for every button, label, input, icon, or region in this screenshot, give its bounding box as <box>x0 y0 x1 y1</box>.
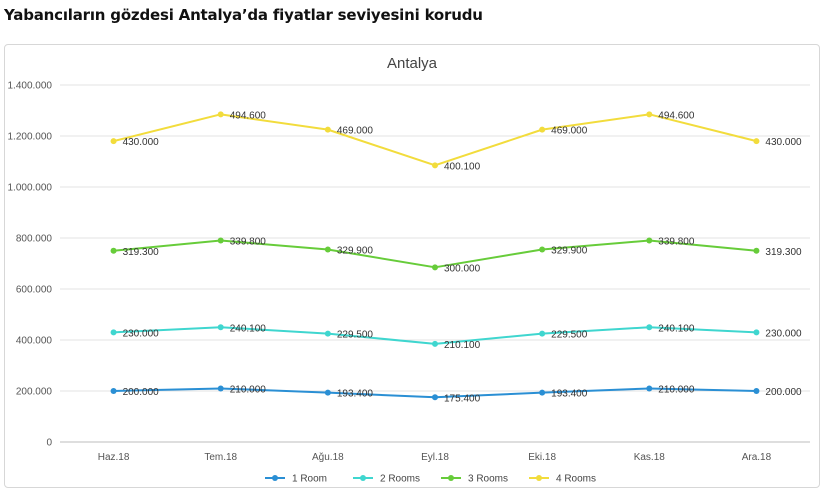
legend-item: 1 Room <box>265 474 327 485</box>
series-line <box>113 113 757 167</box>
legend-label: 3 Rooms <box>468 474 508 485</box>
data-label: 300.000 <box>444 263 481 274</box>
data-point <box>753 388 760 394</box>
data-point <box>753 138 760 145</box>
data-point <box>217 111 224 118</box>
data-point <box>432 394 438 401</box>
data-point <box>539 126 546 133</box>
legend-swatch-dot <box>272 475 278 481</box>
data-label: 210.100 <box>444 340 481 351</box>
data-point <box>110 388 117 394</box>
data-label: 430.000 <box>765 137 802 148</box>
legend-swatch-dot <box>536 475 542 481</box>
data-point <box>217 324 224 331</box>
legend-item: 4 Rooms <box>529 474 596 485</box>
x-tick-label: Eyl.18 <box>421 452 449 463</box>
data-label: 329.900 <box>337 245 374 256</box>
data-label: 200.000 <box>765 387 802 398</box>
chart-frame <box>4 44 820 488</box>
data-point <box>110 329 117 336</box>
data-label: 210.000 <box>230 384 267 395</box>
data-point <box>217 385 224 392</box>
x-tick-label: Tem.18 <box>204 452 237 463</box>
data-point <box>753 329 760 336</box>
y-tick-label: 1.200.000 <box>8 132 53 143</box>
data-label: 240.100 <box>658 323 695 334</box>
chart-title: Antalya <box>387 55 438 72</box>
data-label: 193.400 <box>551 389 588 400</box>
data-label: 200.000 <box>123 387 160 398</box>
data-label: 210.000 <box>658 384 695 395</box>
data-point <box>432 264 438 271</box>
data-label: 329.900 <box>551 245 588 256</box>
data-label: 469.000 <box>551 126 588 137</box>
legend-swatch-dot <box>360 475 366 481</box>
y-tick-label: 0 <box>46 438 52 449</box>
data-point <box>539 330 546 337</box>
data-label: 494.600 <box>230 110 267 121</box>
data-point <box>539 389 546 396</box>
y-axis-ticks: 0 200.000 400.000 600.000 800.000 1.000.000 1.… <box>8 81 53 449</box>
x-tick-label: Ara.18 <box>742 452 772 463</box>
data-label: 193.400 <box>337 389 374 400</box>
data-point <box>432 340 438 347</box>
data-label: 229.500 <box>551 330 588 341</box>
x-tick-label: Haz.18 <box>98 452 130 463</box>
data-label: 319.300 <box>765 247 802 258</box>
legend: 1 Room 2 Rooms 3 Rooms 4 Rooms <box>265 474 596 485</box>
y-tick-label: 600.000 <box>16 285 53 296</box>
data-point <box>646 385 653 392</box>
headline: Yabancıların gözdesi Antalya’da fiyatlar… <box>4 6 483 24</box>
series-1: 200.000 210.000 193.400 175.400 193.400 210.0… <box>110 384 802 404</box>
y-tick-label: 200.000 <box>16 387 53 398</box>
y-tick-label: 400.000 <box>16 336 53 347</box>
data-label: 430.000 <box>123 137 160 148</box>
series-group: 200.000 210.000 193.400 175.400 193.400 210.0… <box>110 110 802 404</box>
data-label: 175.400 <box>444 393 481 404</box>
data-label: 230.000 <box>765 328 802 339</box>
series-4: 430.000 494.600 469.000 400.100 469.000 494.6… <box>110 110 802 172</box>
data-point <box>324 389 331 396</box>
legend-item: 2 Rooms <box>353 474 420 485</box>
data-label: 400.100 <box>444 161 481 172</box>
data-label: 319.300 <box>123 247 160 258</box>
data-label: 229.500 <box>337 330 374 341</box>
x-tick-label: Ağu.18 <box>312 452 344 463</box>
grid-lines <box>60 84 810 443</box>
data-point <box>324 126 331 133</box>
data-label: 230.000 <box>123 328 160 339</box>
data-point <box>539 246 546 253</box>
data-point <box>217 237 224 244</box>
data-point <box>753 247 760 254</box>
data-label: 469.000 <box>337 126 374 137</box>
series-3: 319.300 339.800 329.900 300.000 329.900 339.8… <box>110 237 802 274</box>
y-tick-label: 800.000 <box>16 234 53 245</box>
legend-item: 3 Rooms <box>441 474 508 485</box>
y-tick-label: 1.400.000 <box>8 81 53 92</box>
data-label: 240.100 <box>230 323 267 334</box>
data-point <box>646 111 653 118</box>
data-point <box>324 330 331 337</box>
data-point <box>432 162 438 169</box>
data-point <box>646 324 653 331</box>
legend-label: 1 Room <box>292 474 327 485</box>
data-point <box>324 246 331 253</box>
data-point <box>110 247 117 254</box>
x-tick-label: Eki.18 <box>528 452 556 463</box>
series-2: 230.000 240.100 229.500 210.100 229.500 240.1… <box>110 323 802 351</box>
data-label: 339.800 <box>230 237 267 248</box>
legend-label: 4 Rooms <box>556 474 596 485</box>
legend-label: 2 Rooms <box>380 474 420 485</box>
data-point <box>110 138 117 145</box>
x-tick-label: Kas.18 <box>634 452 666 463</box>
data-label: 494.600 <box>658 110 695 121</box>
x-axis-ticks: Haz.18 Tem.18 Ağu.18 Eyl.18 Eki.18 Kas.18 Ara.… <box>98 452 772 463</box>
data-label: 339.800 <box>658 237 695 248</box>
legend-swatch-dot <box>448 475 454 481</box>
data-point <box>646 237 653 244</box>
y-tick-label: 1.000.000 <box>8 183 53 194</box>
